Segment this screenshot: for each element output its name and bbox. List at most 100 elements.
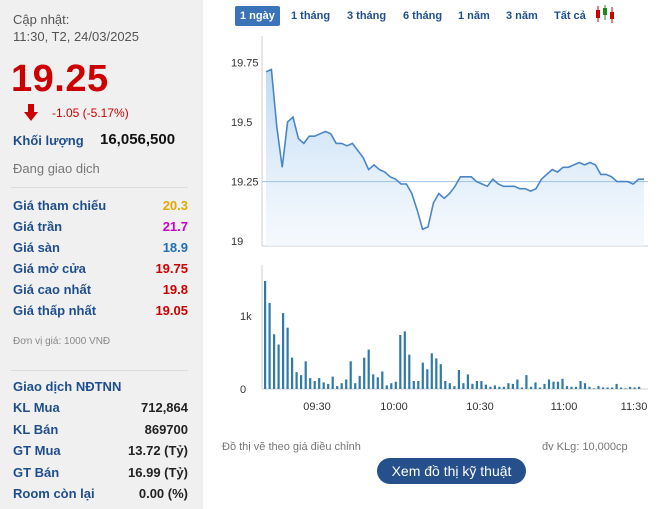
price-row-label: Giá cao nhất (13, 282, 92, 297)
volume-bar (462, 383, 465, 389)
volume-bar (336, 386, 339, 389)
volume-bar (484, 384, 487, 389)
volume-bar (556, 381, 560, 389)
volume-bar (511, 383, 514, 389)
divider (11, 187, 188, 188)
price-row: Giá tham chiếu 20.3 (13, 198, 188, 218)
time-tick-label: 11:30 (621, 401, 648, 413)
price-row-label: Giá mở cửa (13, 261, 86, 276)
volume-bar (295, 372, 298, 389)
volume-bar (629, 386, 632, 389)
intraday-chart: 19.75 19.5 19.25 19 1k 0 09:30 10:00 10:30 11:00 1… (231, 36, 648, 413)
tab-period[interactable]: 1 ngày (235, 6, 280, 26)
volume-bar (547, 379, 551, 389)
volume-bar (471, 383, 474, 389)
volume-value: 16,056,500 (100, 131, 176, 148)
volume-bar (606, 387, 609, 389)
foreign-row-label: KL Mua (13, 400, 60, 415)
volume-bar (268, 302, 271, 389)
price-area (266, 69, 644, 247)
volume-bar (345, 379, 348, 389)
price-line (265, 68, 644, 231)
foreign-trading-title: Giao dịch NĐTNN (13, 379, 122, 394)
volume-bar (620, 387, 623, 389)
technical-chart-button[interactable]: Xem đồ thị kỹ thuật (377, 458, 526, 484)
volume-tick-label: 1k (240, 311, 252, 323)
volume-bar (331, 376, 334, 389)
time-tick-label: 10:30 (466, 401, 494, 413)
time-tick-label: 11:00 (551, 401, 578, 413)
foreign-row-label: KL Bán (13, 421, 59, 437)
volume-bar (457, 370, 460, 389)
volume-bar (561, 378, 564, 389)
tab-period[interactable]: 6 tháng (403, 10, 443, 22)
foreign-row-label: GT Bán (13, 464, 60, 480)
price-row: Giá trần 21.7 (13, 219, 188, 239)
volume-bar (516, 379, 519, 389)
candlestick-chart-icon[interactable] (594, 4, 616, 24)
volume-bar (624, 388, 627, 389)
volume-bar (300, 375, 303, 389)
volume-bar (579, 381, 582, 389)
volume-bar (372, 374, 375, 389)
price-tick-label: 19.5 (231, 117, 252, 129)
tab-period[interactable]: 3 năm (506, 10, 538, 22)
volume-bar (502, 386, 505, 389)
tab-period[interactable]: 1 tháng (291, 10, 331, 22)
volume-bar (520, 387, 523, 389)
volume-bar (638, 386, 641, 389)
volume-bar (394, 381, 397, 389)
foreign-row: KL Bán 869700 (13, 422, 188, 442)
down-arrow-icon (24, 104, 38, 121)
volume-bar (534, 382, 537, 389)
divider (11, 370, 188, 371)
volume-bar (565, 386, 569, 389)
volume-bar (435, 358, 438, 389)
price-row-label: Giá tham chiếu (13, 198, 107, 213)
volume-bar (282, 313, 285, 389)
volume-bar (615, 383, 618, 389)
volume-bar (480, 381, 483, 389)
volume-bar (507, 383, 510, 389)
price-tick-label: 19.25 (231, 177, 259, 189)
volume-bar (583, 383, 587, 389)
trading-status: Đang giao dịch (13, 161, 100, 176)
foreign-row-label: Room còn lại (13, 486, 95, 501)
price-row-value: 20.3 (162, 198, 188, 213)
tab-period[interactable]: Tất cả (554, 10, 586, 22)
tab-period[interactable]: 3 tháng (347, 10, 387, 22)
volume-bar (493, 385, 496, 389)
foreign-row-value: 13.72 (Tỷ) (128, 443, 188, 458)
volume-bar (277, 344, 280, 389)
volume-bar (286, 327, 289, 389)
volume-bar (448, 383, 451, 389)
volume-bar (417, 381, 420, 389)
volume-bar (340, 383, 343, 389)
volume-bar (273, 334, 276, 389)
price-row-value: 19.8 (162, 282, 188, 297)
chart-note-adjusted: Đồ thị vẽ theo giá điều chỉnh (222, 441, 361, 453)
price-row-label: Giá sàn (13, 240, 60, 255)
volume-bar (633, 387, 636, 389)
volume-bar (385, 385, 388, 389)
volume-bar (574, 386, 578, 389)
volume-bar (421, 362, 424, 389)
chart-note-volume-unit: đv KLg: 10,000cp (542, 441, 628, 453)
volume-bar (376, 377, 379, 389)
volume-bar (304, 361, 307, 389)
volume-bar (529, 386, 533, 389)
volume-bar (489, 386, 492, 389)
time-tick-label: 09:30 (303, 401, 331, 413)
volume-bar (264, 281, 267, 389)
price-row-value: 19.05 (155, 303, 188, 318)
volume-bar (381, 371, 384, 389)
price-row: Giá thấp nhất 19.05 (13, 303, 188, 323)
volume-bar (588, 386, 591, 389)
volume-bar (403, 331, 406, 389)
price-row-label: Giá thấp nhất (13, 303, 97, 318)
price-row-value: 19.75 (155, 261, 188, 276)
tab-period[interactable]: 1 năm (458, 10, 490, 22)
volume-bar (552, 381, 555, 389)
foreign-row: KL Mua 712,864 (13, 400, 188, 420)
foreign-row: Room còn lại 0.00 (%) (13, 486, 188, 506)
